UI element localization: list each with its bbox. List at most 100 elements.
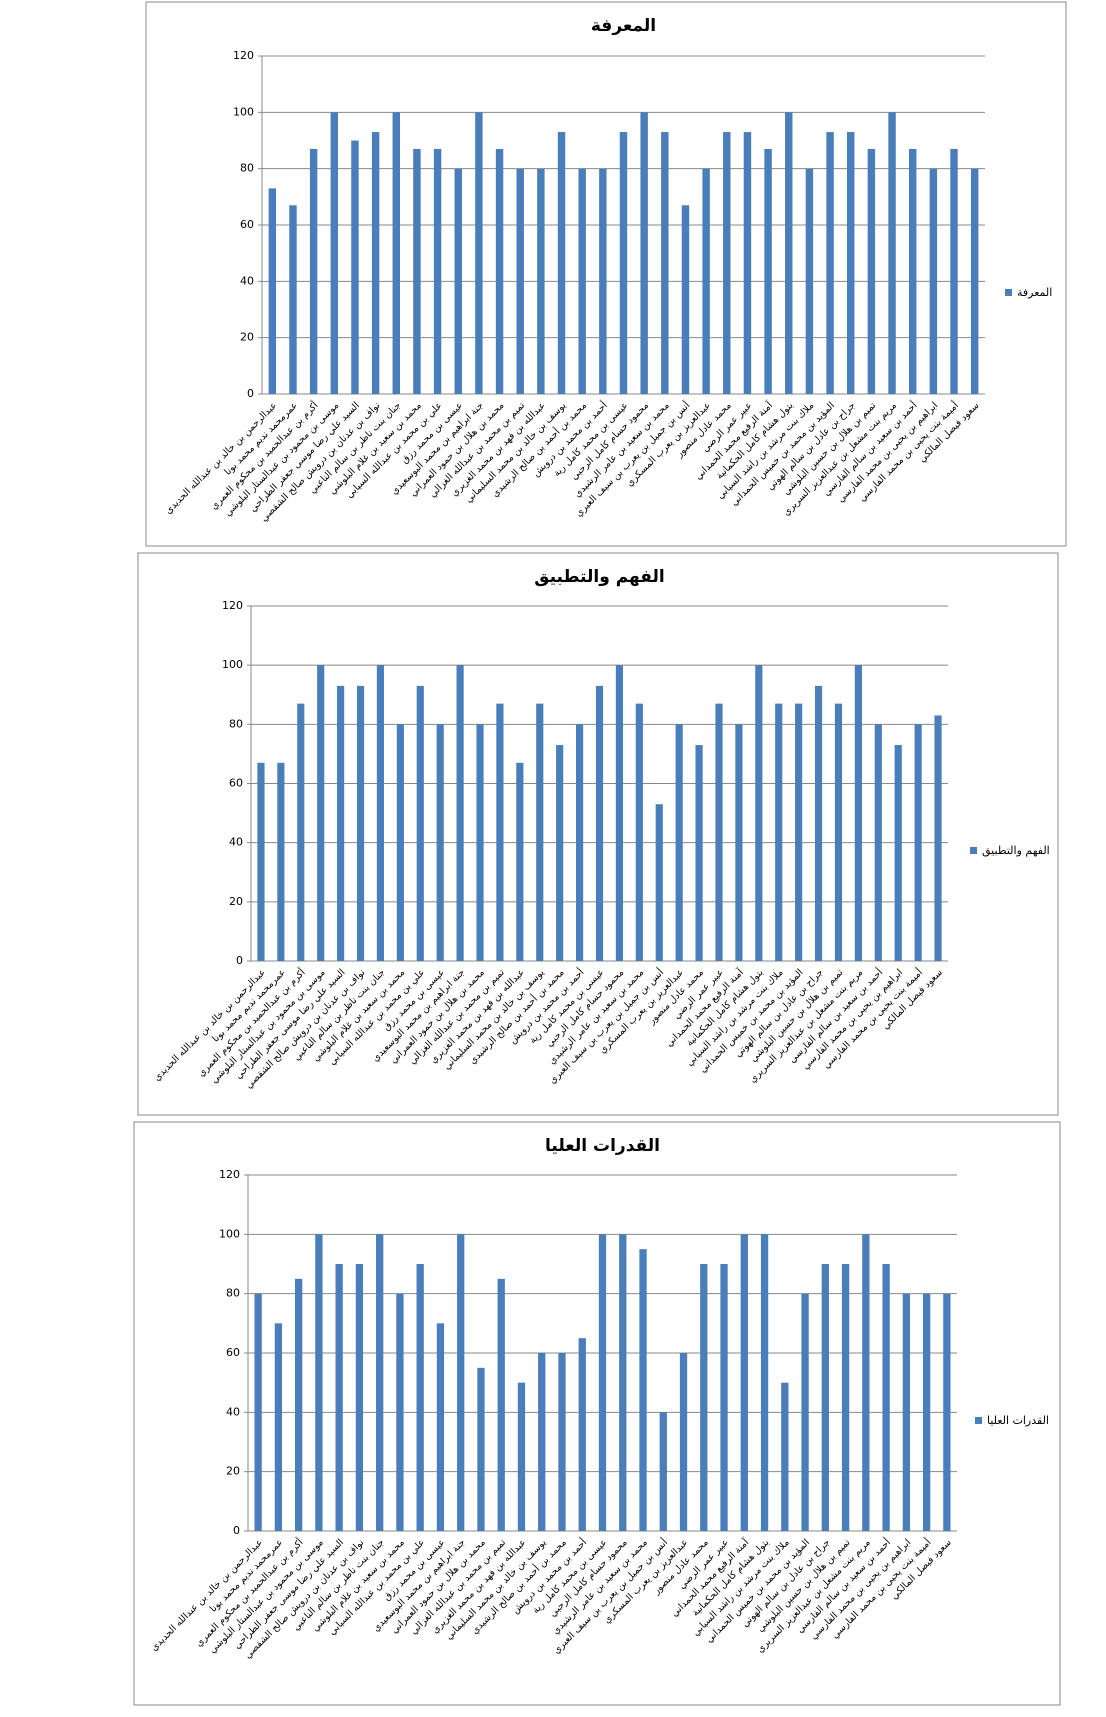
bar — [599, 168, 607, 394]
y-tick-label: 80 — [240, 162, 254, 175]
y-tick-label: 120 — [222, 599, 243, 612]
bar — [740, 1234, 748, 1531]
bar — [315, 1234, 323, 1531]
bar — [595, 685, 604, 961]
bar — [477, 1367, 485, 1531]
bar — [254, 1293, 262, 1531]
bar — [720, 1264, 728, 1531]
bar — [702, 168, 710, 394]
legend-swatch — [970, 847, 977, 854]
y-tick-label: 40 — [240, 274, 254, 287]
y-tick-label: 80 — [229, 717, 243, 730]
bar — [454, 168, 462, 394]
bar — [950, 148, 958, 394]
bar — [536, 703, 544, 961]
bar — [497, 1278, 505, 1531]
bar — [679, 1353, 688, 1531]
bar — [496, 703, 504, 961]
bar — [764, 148, 772, 394]
bar — [578, 168, 586, 394]
bar — [659, 1412, 667, 1531]
bar — [888, 112, 896, 394]
y-tick-label: 80 — [226, 1287, 240, 1300]
bar — [695, 745, 703, 961]
legend-label: الفهم والتطبيق — [982, 844, 1050, 858]
bar — [294, 1278, 303, 1531]
bar — [598, 1234, 607, 1531]
bar — [351, 140, 359, 394]
bar — [908, 148, 917, 394]
y-tick-label: 60 — [226, 1346, 240, 1359]
bar — [934, 715, 942, 961]
bar — [785, 112, 793, 394]
bar — [700, 1264, 708, 1531]
y-tick-label: 0 — [236, 954, 243, 967]
bar — [795, 703, 803, 961]
bar — [433, 148, 442, 394]
bar — [578, 1338, 586, 1531]
bar — [416, 1264, 424, 1531]
bar — [274, 1323, 283, 1531]
y-tick-label: 0 — [233, 1524, 240, 1537]
bar — [355, 1264, 364, 1531]
bar — [517, 1382, 526, 1531]
bar — [661, 132, 669, 395]
bar — [416, 685, 424, 961]
y-tick-label: 60 — [229, 777, 243, 790]
bar — [735, 724, 743, 961]
bar — [841, 1264, 850, 1531]
y-tick-label: 0 — [247, 387, 254, 400]
bar — [376, 1234, 384, 1531]
y-tick-label: 40 — [226, 1405, 240, 1418]
bar — [847, 132, 855, 395]
bar — [862, 1234, 870, 1531]
bar — [392, 112, 400, 394]
bar — [639, 1249, 647, 1531]
bar — [476, 724, 484, 961]
y-tick-label: 100 — [233, 105, 254, 118]
bar — [297, 703, 305, 961]
legend-label: القدرات العليا — [987, 1414, 1049, 1427]
bar — [309, 148, 318, 394]
bar — [914, 724, 922, 961]
bar — [655, 804, 663, 961]
bar — [257, 762, 265, 961]
bar — [495, 148, 504, 394]
y-tick-label: 120 — [219, 1168, 240, 1181]
bar — [826, 132, 834, 395]
bar — [821, 1264, 829, 1531]
bar — [801, 1293, 809, 1531]
chart-title: القدرات العليا — [545, 1136, 660, 1156]
bar — [371, 132, 380, 395]
bar — [396, 1293, 404, 1531]
bar — [557, 132, 566, 395]
y-tick-label: 40 — [229, 836, 243, 849]
bar — [619, 132, 628, 395]
y-tick-label: 20 — [229, 895, 243, 908]
bar — [456, 665, 464, 961]
y-tick-label: 100 — [222, 658, 243, 671]
bar — [335, 1264, 343, 1531]
bar — [755, 665, 763, 961]
y-tick-label: 60 — [240, 218, 254, 231]
bar — [317, 665, 325, 961]
legend-swatch — [1005, 289, 1012, 296]
bar — [943, 1293, 951, 1531]
y-tick-label: 120 — [233, 49, 254, 62]
bar — [854, 665, 862, 961]
bar — [436, 724, 444, 961]
bar — [413, 148, 421, 394]
bar — [882, 1264, 890, 1531]
bar — [775, 703, 783, 961]
bar — [396, 724, 404, 961]
bar — [356, 685, 365, 961]
bar — [376, 665, 385, 961]
bar — [457, 1234, 465, 1531]
bar — [516, 168, 524, 394]
bar — [681, 205, 690, 394]
bar — [760, 1234, 769, 1531]
y-tick-label: 20 — [226, 1465, 240, 1478]
bar — [576, 724, 584, 961]
